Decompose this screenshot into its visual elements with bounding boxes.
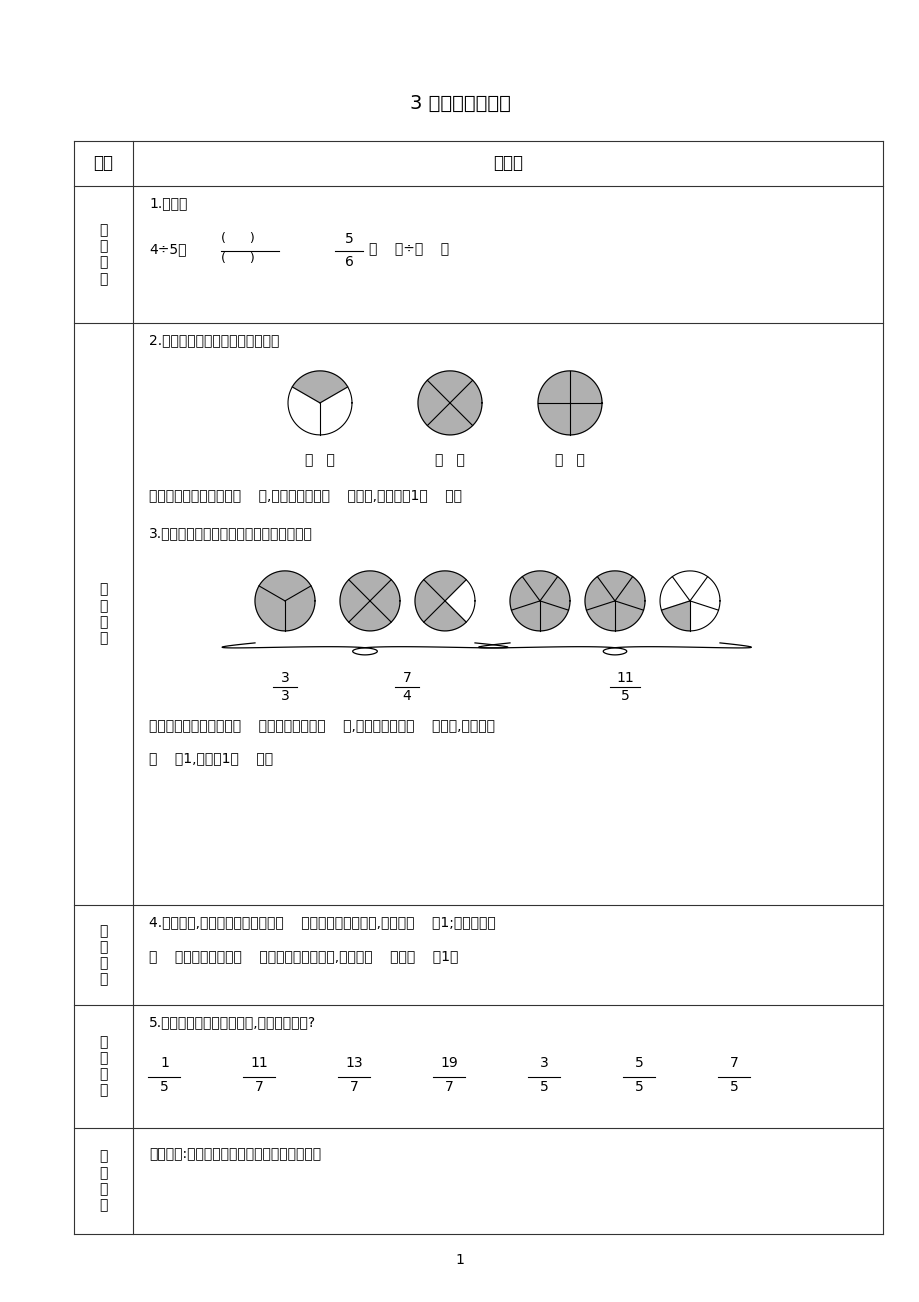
Polygon shape [661, 602, 689, 631]
Text: 7: 7 [349, 1081, 358, 1094]
Polygon shape [340, 579, 369, 622]
Text: 3.比较下面每个分数中分子和分母的大小。: 3.比较下面每个分数中分子和分母的大小。 [149, 526, 313, 540]
Text: 7: 7 [730, 1056, 738, 1070]
Polygon shape [570, 402, 601, 435]
Polygon shape [259, 570, 311, 602]
Text: 3: 3 [280, 671, 289, 685]
Polygon shape [538, 371, 570, 402]
Text: 5: 5 [539, 1081, 548, 1094]
Text: 6: 6 [345, 255, 354, 268]
Text: 这些分数的分子比分母（    ）或分子和分母（    ）,这些分数都是（    ）分数,它们有的: 这些分数的分子比分母（ ）或分子和分母（ ）,这些分数都是（ ）分数,它们有的 [149, 719, 494, 733]
Text: 5: 5 [160, 1081, 168, 1094]
Polygon shape [596, 570, 632, 602]
Polygon shape [285, 586, 314, 631]
Text: (      ): ( ) [221, 253, 255, 266]
Polygon shape [424, 602, 466, 631]
Polygon shape [427, 371, 472, 402]
Text: 5: 5 [634, 1056, 643, 1070]
Polygon shape [584, 570, 644, 631]
Polygon shape [369, 579, 400, 622]
Text: 4÷5＝: 4÷5＝ [149, 242, 187, 256]
Text: （    ）1,有的比1（    ）。: （ ）1,有的比1（ ）。 [149, 751, 273, 764]
Text: 2.用分数表示出各图的涂色部分。: 2.用分数表示出各图的涂色部分。 [149, 333, 279, 346]
Text: 4: 4 [403, 689, 411, 703]
Text: 1.填空。: 1.填空。 [149, 197, 187, 210]
Text: 心
中
有
数: 心 中 有 数 [99, 923, 108, 987]
Polygon shape [509, 577, 539, 611]
Polygon shape [424, 570, 466, 602]
Polygon shape [585, 602, 614, 631]
Text: 温
馨
提
示: 温 馨 提 示 [99, 1150, 108, 1212]
Polygon shape [348, 570, 391, 602]
Text: 预
习
检
验: 预 习 检 验 [99, 1035, 108, 1098]
Text: 11: 11 [250, 1056, 268, 1070]
Polygon shape [539, 602, 568, 631]
Polygon shape [522, 570, 557, 602]
Text: 5: 5 [620, 689, 629, 703]
Polygon shape [340, 570, 400, 631]
Polygon shape [614, 577, 644, 611]
Text: 3: 3 [539, 1056, 548, 1070]
Text: （    ）或分子和分母（    ）的分数叫做假分数,假分数（    ）或（    ）1。: （ ）或分子和分母（ ）的分数叫做假分数,假分数（ ）或（ ）1。 [149, 949, 459, 963]
Text: 知识准备:分数与除法及分数读写的相关知识。: 知识准备:分数与除法及分数读写的相关知识。 [149, 1147, 321, 1161]
Polygon shape [538, 402, 570, 435]
Polygon shape [348, 602, 391, 631]
Text: 内　容: 内 容 [493, 155, 523, 172]
Text: 1: 1 [160, 1056, 169, 1070]
Text: 3: 3 [280, 689, 289, 703]
Polygon shape [288, 371, 352, 435]
Polygon shape [417, 380, 449, 426]
Text: 5: 5 [634, 1081, 643, 1094]
Text: 5: 5 [730, 1081, 738, 1094]
Text: 7: 7 [445, 1081, 453, 1094]
Text: 新
课
先
知: 新 课 先 知 [99, 582, 108, 646]
Text: 每个分数中分子比分母（    ）,这些分数都是（    ）分数,它们都比1（    ）。: 每个分数中分子比分母（ ）,这些分数都是（ ）分数,它们都比1（ ）。 [149, 488, 462, 501]
Text: 19: 19 [440, 1056, 458, 1070]
Text: 5.下面的分数哪些是真分数,哪些是假分数?: 5.下面的分数哪些是真分数,哪些是假分数? [149, 1016, 316, 1029]
Text: 温
故
知
新: 温 故 知 新 [99, 223, 108, 286]
Text: 项目: 项目 [94, 155, 113, 172]
Polygon shape [570, 371, 601, 402]
Text: （    ）÷（    ）: （ ）÷（ ） [369, 242, 449, 256]
Polygon shape [427, 402, 472, 435]
Polygon shape [539, 577, 570, 611]
Polygon shape [538, 371, 601, 435]
Polygon shape [509, 570, 570, 631]
Text: 4.通过预习,我知道了分子比分母（    ）的分数叫做真分数,真分数（    ）1;分子比分母: 4.通过预习,我知道了分子比分母（ ）的分数叫做真分数,真分数（ ）1;分子比分… [149, 915, 495, 928]
Text: 7: 7 [255, 1081, 264, 1094]
Text: 1: 1 [455, 1253, 464, 1267]
Polygon shape [614, 602, 642, 631]
Polygon shape [659, 570, 720, 631]
Text: （   ）: （ ） [305, 453, 335, 467]
Polygon shape [511, 602, 539, 631]
Text: （   ）: （ ） [435, 453, 464, 467]
Text: 5: 5 [345, 232, 354, 246]
Text: (      ): ( ) [221, 232, 255, 245]
Text: 3 真分数和假分数: 3 真分数和假分数 [409, 94, 510, 112]
Polygon shape [584, 577, 614, 611]
Text: 11: 11 [616, 671, 633, 685]
Polygon shape [449, 380, 482, 426]
Polygon shape [292, 371, 347, 402]
Text: 13: 13 [346, 1056, 363, 1070]
Polygon shape [255, 586, 285, 631]
Polygon shape [414, 570, 474, 631]
Polygon shape [417, 371, 482, 435]
Text: （   ）: （ ） [554, 453, 584, 467]
Polygon shape [414, 579, 445, 622]
Polygon shape [255, 570, 314, 631]
Text: 7: 7 [403, 671, 411, 685]
